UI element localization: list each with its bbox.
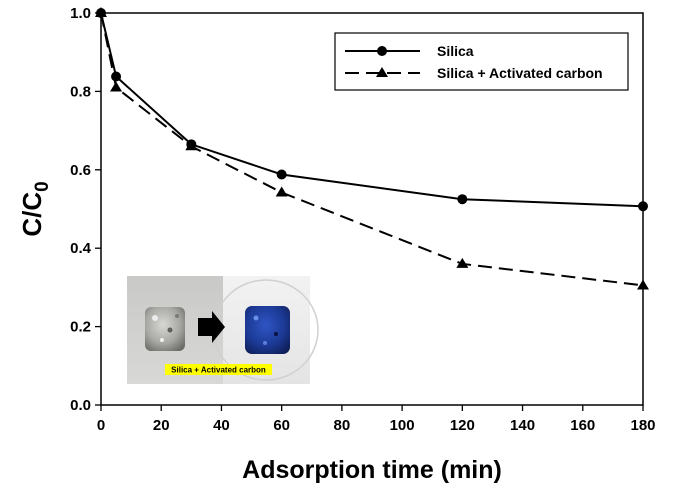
data-point-silica-activated-carbon [275,186,288,197]
rock-speckle [274,332,278,336]
data-point-silica-activated-carbon [185,140,198,151]
y-tick-label: 0.4 [70,240,92,257]
data-point-silica-activated-carbon [456,257,469,268]
x-tick-label: 60 [273,417,290,434]
data-point-silica [457,194,468,205]
legend-marker-circle [377,46,387,56]
series-layer [95,7,649,290]
x-tick-label: 120 [450,417,475,434]
y-tick-label: 1.0 [70,5,91,22]
silica-block-before [145,307,185,351]
rock-speckle [253,315,259,321]
y-axis-title-subscript: 0 [32,181,53,192]
silica-block-after [245,306,290,354]
x-tick-label: 80 [334,417,351,434]
y-axis-title-main: C/C [17,192,47,237]
series-line-silica-activated-carbon [100,12,644,287]
series-line-silica [100,12,644,208]
data-point-silica [111,71,122,82]
tick-labels: 0 20 40 60 80 100 120 140 160 180 0.0 0.2 0.4 0.6 0.8 1… [70,5,655,434]
rock-speckle [160,338,164,342]
legend-label-silica-activated-carbon: Silica + Activated carbon [437,65,603,81]
data-point-silica [276,169,287,180]
x-tick-label: 140 [510,417,535,434]
data-point-silica-activated-carbon [95,7,107,17]
x-tick-label: 180 [630,417,655,434]
legend-marker-triangle [376,67,388,77]
x-tick-label: 100 [390,417,415,434]
y-axis-title: C/C0 [17,181,53,236]
rock-speckle [167,327,173,333]
data-point-silica-activated-carbon [637,279,649,290]
legend-box [334,32,629,91]
legend: Silica Silica + Activated carbon [334,32,629,91]
y-tick-label: 0.8 [70,83,91,100]
inset-photo: Silica + Activated carbon [127,276,319,384]
rock-speckle [175,314,179,318]
x-axis-title: Adsorption time (min) [242,456,502,484]
y-tick-label: 0.2 [70,319,91,336]
inset-caption-highlight [165,364,272,375]
rock-speckle [263,341,267,345]
rock-speckle [152,315,158,321]
inset-caption: Silica + Activated carbon [171,366,266,375]
x-tick-label: 160 [570,417,595,434]
y-tick-label: 0.0 [70,397,91,414]
arrow-right-icon [198,311,225,343]
x-tick-label: 0 [97,417,105,434]
legend-label-silica: Silica [437,43,474,59]
y-tick-label: 0.6 [70,162,91,179]
data-point-silica-activated-carbon [110,81,123,92]
x-tick-label: 40 [213,417,230,434]
data-point-silica [638,201,648,212]
x-tick-label: 20 [153,417,170,434]
